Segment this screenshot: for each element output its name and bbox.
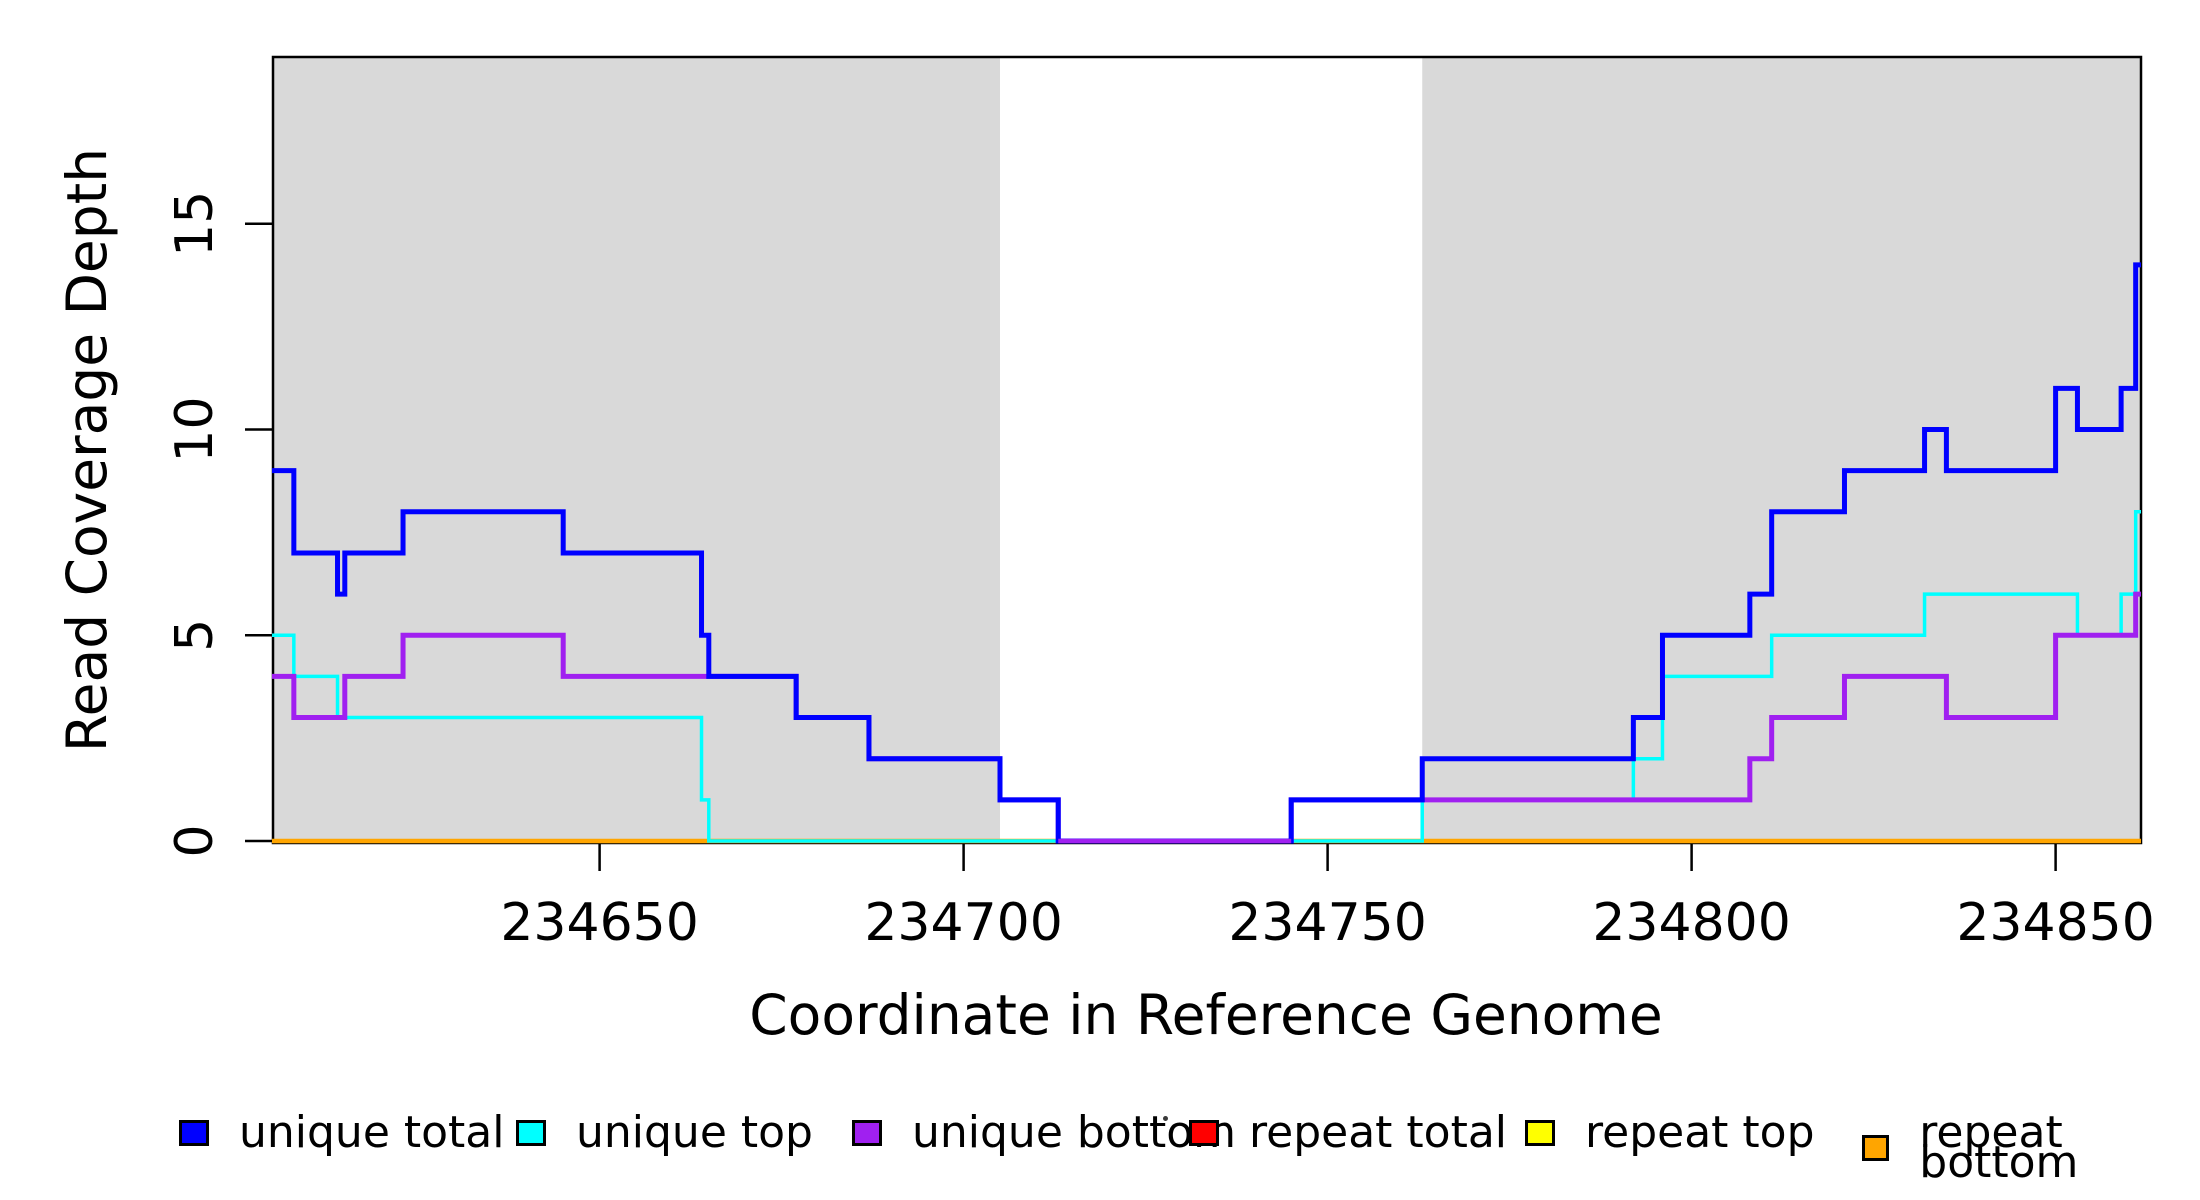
legend-swatch-repeat-top: [1525, 1120, 1555, 1146]
legend-item-unique-bottom: unique bottom: [852, 1107, 1237, 1158]
legend-label: repeat top: [1585, 1107, 1815, 1158]
y-axis-title: Read Coverage Depth: [55, 148, 119, 752]
y-tick-label: 0: [165, 824, 225, 857]
shaded-region: [1422, 57, 2141, 843]
shaded-region: [272, 57, 1000, 843]
legend-swatch-repeat-total: [1189, 1120, 1219, 1146]
legend-item-repeat-total: repeat total: [1189, 1107, 1508, 1158]
legend-item-unique-total: unique total: [179, 1107, 505, 1158]
legend-label: repeat bottom: [1919, 1107, 2079, 1188]
legend-swatch-unique-top: [516, 1120, 546, 1146]
legend-label: unique total: [239, 1107, 505, 1158]
x-tick-label: 234700: [864, 893, 1063, 953]
legend-swatch-repeat-bottom: [1862, 1135, 1890, 1161]
legend-label: unique top: [576, 1107, 813, 1158]
legend-label: unique bottom: [912, 1107, 1237, 1158]
x-tick-label: 234750: [1228, 893, 1427, 953]
series-unique-total-line: [272, 262, 2141, 844]
legend-item-repeat-bottom: repeat bottom: [1862, 1107, 2200, 1188]
y-tick-label: 15: [165, 191, 225, 257]
stray-dot: [1163, 1116, 1168, 1121]
y-tick-label: 5: [165, 619, 225, 652]
legend-item-repeat-top: repeat top: [1525, 1107, 1815, 1158]
x-axis-title: Coordinate in Reference Genome: [749, 983, 1662, 1047]
x-tick-label: 234850: [1956, 893, 2155, 953]
y-tick-label: 10: [165, 396, 225, 462]
legend-item-unique-top: unique top: [516, 1107, 813, 1158]
x-tick-label: 234800: [1592, 893, 1791, 953]
legend-swatch-unique-bottom: [852, 1120, 882, 1146]
legend-label: repeat total: [1249, 1107, 1508, 1158]
legend-swatch-unique-total: [179, 1120, 209, 1146]
x-tick-label: 234650: [500, 893, 699, 953]
